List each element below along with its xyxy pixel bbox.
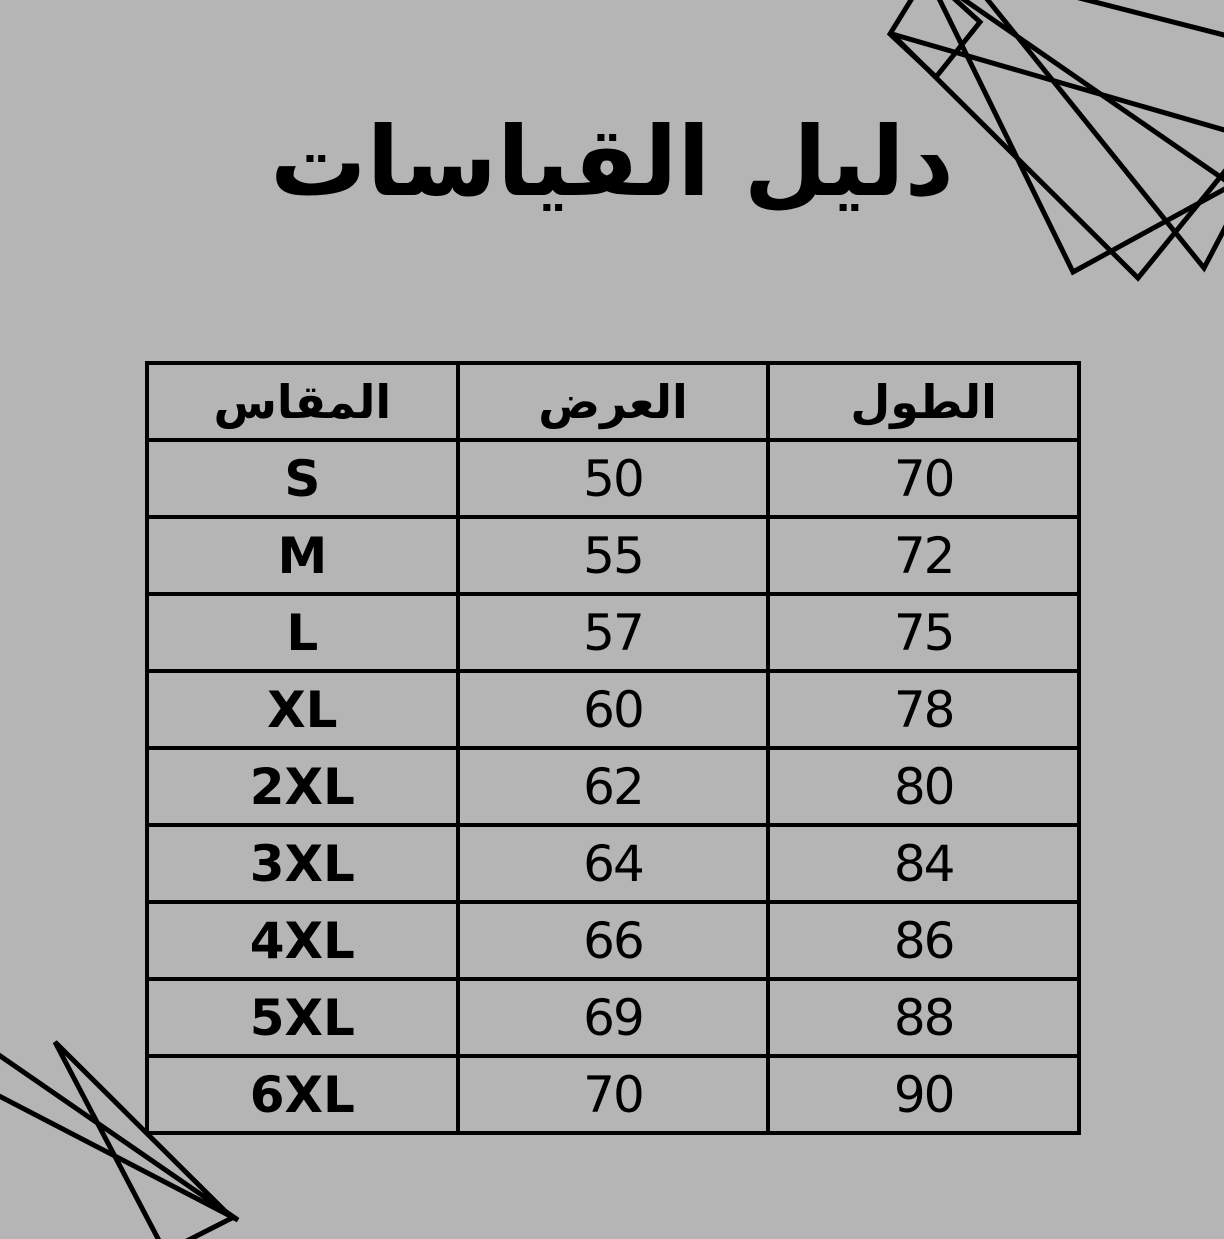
size-cell: S <box>145 438 460 519</box>
column-header-size: المقاس <box>145 361 460 442</box>
column-header-length: الطول <box>766 361 1081 442</box>
length-cell: 75 <box>766 592 1081 673</box>
length-cell: 70 <box>766 438 1081 519</box>
length-cell: 88 <box>766 977 1081 1058</box>
size-cell: 6XL <box>145 1054 460 1135</box>
length-cell: 90 <box>766 1054 1081 1135</box>
width-cell: 57 <box>455 592 771 673</box>
table-row: 6XL 70 90 <box>145 1054 1081 1135</box>
length-cell: 80 <box>766 746 1081 827</box>
width-cell: 50 <box>455 438 771 519</box>
width-cell: 62 <box>455 746 771 827</box>
size-cell: M <box>145 515 460 596</box>
size-cell: L <box>145 592 460 673</box>
column-header-width: العرض <box>455 361 771 442</box>
page-title: دليل القياسات <box>270 106 954 218</box>
table-body: S 50 70 M 55 72 L 57 75 XL 60 78 2XL 62 80 3XL 64 84 4XL 66… <box>145 438 1081 1135</box>
width-cell: 64 <box>455 823 771 904</box>
width-cell: 69 <box>455 977 771 1058</box>
width-cell: 66 <box>455 900 771 981</box>
size-cell: 4XL <box>145 900 460 981</box>
size-chart-table: المقاس العرض الطول S 50 70 M 55 72 L 57 75 XL 60 78… <box>145 361 1081 1135</box>
width-cell: 55 <box>455 515 771 596</box>
length-cell: 86 <box>766 900 1081 981</box>
table-row: XL 60 78 <box>145 669 1081 750</box>
size-cell: 2XL <box>145 746 460 827</box>
table-row: L 57 75 <box>145 592 1081 673</box>
length-cell: 84 <box>766 823 1081 904</box>
size-cell: XL <box>145 669 460 750</box>
length-cell: 72 <box>766 515 1081 596</box>
width-cell: 70 <box>455 1054 771 1135</box>
decoration-diamond <box>886 0 984 81</box>
size-cell: 5XL <box>145 977 460 1058</box>
header-row: المقاس العرض الطول <box>145 361 1081 442</box>
length-cell: 78 <box>766 669 1081 750</box>
table-row: 4XL 66 86 <box>145 900 1081 981</box>
table-row: M 55 72 <box>145 515 1081 596</box>
size-cell: 3XL <box>145 823 460 904</box>
table-row: S 50 70 <box>145 438 1081 519</box>
width-cell: 60 <box>455 669 771 750</box>
table-row: 3XL 64 84 <box>145 823 1081 904</box>
table-row: 5XL 69 88 <box>145 977 1081 1058</box>
table-row: 2XL 62 80 <box>145 746 1081 827</box>
table-header: المقاس العرض الطول <box>145 361 1081 442</box>
